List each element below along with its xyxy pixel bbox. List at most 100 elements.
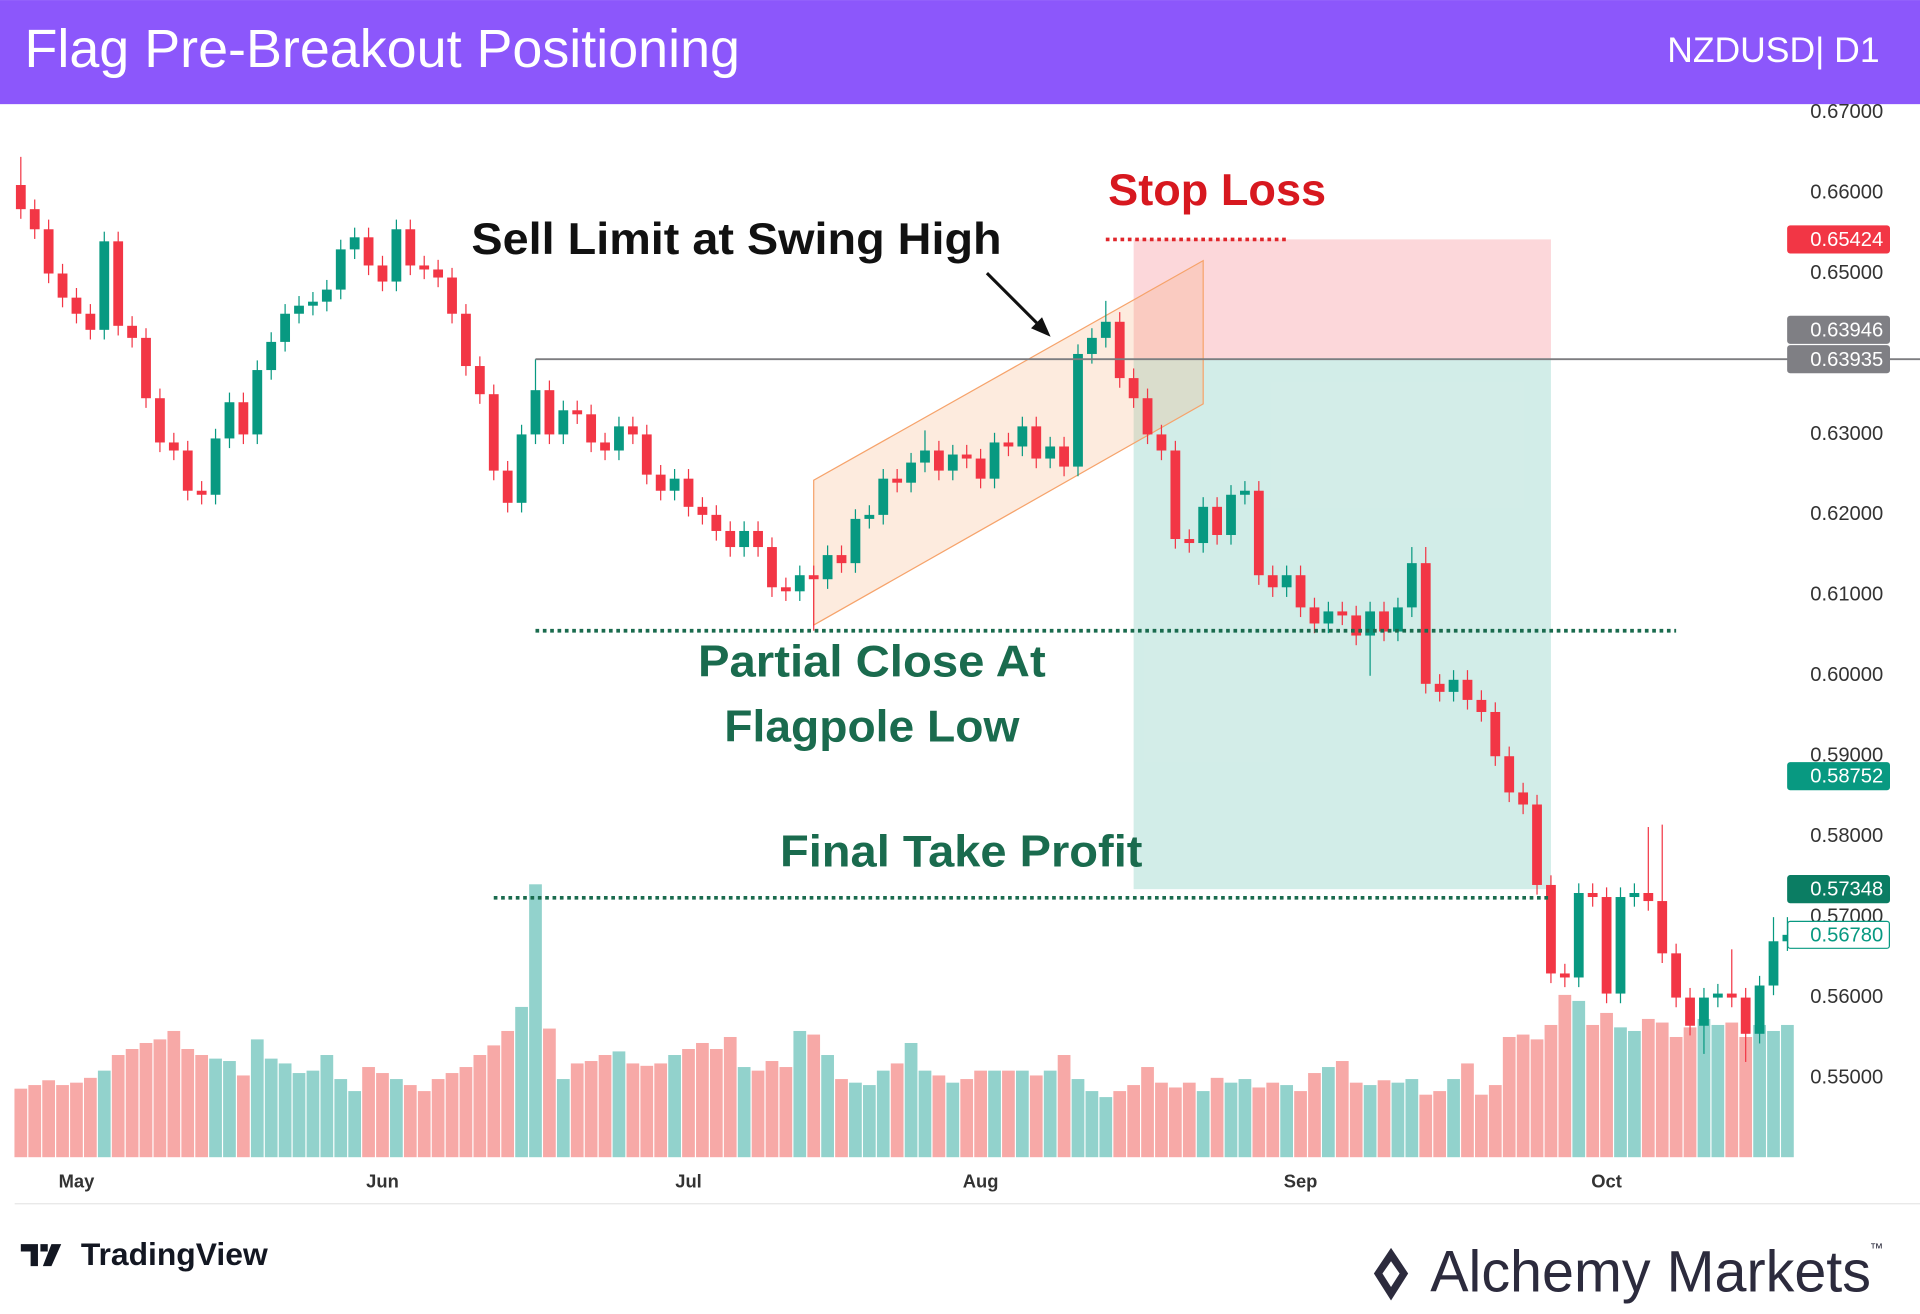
volume-bar [1655,1022,1669,1158]
candle-body [753,530,763,548]
candle-body [1657,901,1668,954]
candle-body [43,229,54,274]
volume-bar [960,1079,974,1158]
candle-body [1643,893,1654,902]
price-tag [1787,875,1890,904]
candle-body [127,325,137,338]
volume-bar [334,1079,348,1158]
volume-bar [1628,1030,1641,1158]
candle-body [29,209,40,230]
volume-bar [42,1080,56,1158]
volume-bar [918,1070,932,1158]
annotation-final-tp: Final Take Profit [780,827,1143,876]
volume-bar [890,1063,904,1158]
volume-bar [1280,1085,1294,1158]
candle-body [725,530,736,548]
volume-bar [932,1075,946,1158]
candle-body [141,337,151,399]
volume-bar [223,1061,236,1158]
volume-bar [417,1091,431,1158]
volume-bar [529,884,542,1158]
x-tick-label: Sep [1284,1171,1318,1192]
candle-body [238,402,249,435]
volume-bar [1182,1082,1196,1158]
candle-body [1128,378,1139,399]
candle-body [224,402,235,439]
price-tag-label: 0.58752 [1810,766,1883,788]
candle-body [1170,450,1181,540]
candle-body [71,297,82,314]
volume-bar [14,1088,28,1158]
candle-body [1226,494,1236,535]
volume-bar [125,1049,139,1158]
candle-body [196,490,207,495]
candle-body [1671,953,1682,998]
volume-bar [1461,1063,1474,1158]
candle-body [711,514,722,531]
volume-bar [306,1070,320,1158]
volume-bar [765,1061,779,1158]
volume-bar [84,1077,97,1158]
volume-bar [1683,1027,1697,1158]
candle-body [1309,607,1320,624]
volume-bar [737,1067,751,1158]
symbol-label: NZDUSD| D1 [1667,30,1879,70]
price-tag [1787,762,1890,791]
candle-body [933,450,944,471]
candle-body [1045,446,1056,459]
volume-bar [1113,1091,1127,1158]
volume-bar [70,1082,83,1158]
volume-bar [1405,1079,1419,1158]
volume-bar [709,1049,723,1158]
volume-bar [723,1036,737,1158]
volume-bar [362,1067,375,1158]
volume-bar [1614,1027,1627,1158]
candle-body [1323,611,1334,624]
candle-body [1003,442,1014,447]
volume-bar [1085,1091,1099,1158]
candle-body [947,454,958,471]
volume-bar [543,1028,556,1158]
volume-bar [1252,1087,1266,1158]
candle-body [1462,679,1473,700]
candle-body [627,426,638,435]
y-tick-label: 0.61000 [1810,584,1883,606]
tradingview-text: TradingView [81,1236,268,1272]
volume-bar [153,1039,167,1158]
candle-body [544,390,555,435]
candle-body [961,454,972,459]
volume-bar [1266,1082,1280,1158]
y-tick-label: 0.65000 [1810,262,1883,284]
candle-body [182,450,193,491]
volume-bar [1141,1067,1154,1158]
volume-bar [1099,1097,1113,1158]
volume-bar [1753,1024,1766,1158]
volume-bar [1447,1079,1460,1158]
volume-bar [1600,1012,1613,1158]
volume-bar [1127,1085,1140,1158]
candle-body [210,438,221,495]
volume-bar [598,1055,612,1158]
candle-body [1295,575,1306,608]
price-tag [1787,920,1890,949]
volume-bar [570,1063,584,1158]
volume-bar [682,1049,695,1158]
volume-bar [390,1079,403,1158]
x-tick-label: Jun [366,1171,399,1192]
volume-bar [167,1030,181,1158]
volume-bar [1377,1080,1391,1158]
volume-bar [988,1070,1001,1158]
volume-bar [97,1070,111,1158]
candle-body [57,273,68,298]
volume-bar [876,1070,890,1158]
candle-body [739,530,750,548]
candle-body [1573,893,1584,978]
candle-body [1212,506,1222,535]
candle-body [1142,398,1153,435]
candle-body [920,450,930,463]
volume-bar [1363,1085,1377,1158]
candle-body [1393,607,1403,632]
candle-body [836,555,847,564]
annotation-arrow [985,272,1046,332]
